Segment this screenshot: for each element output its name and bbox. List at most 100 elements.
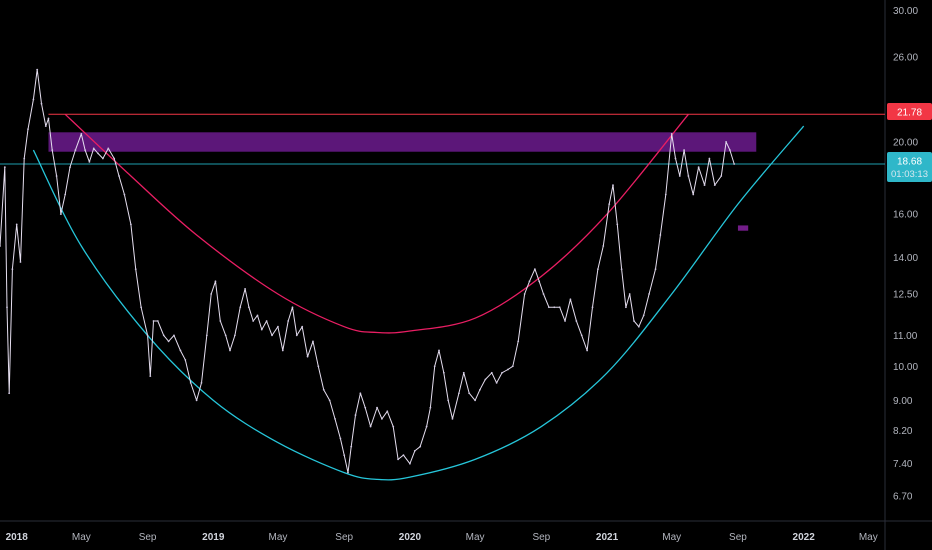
price-point <box>628 293 631 295</box>
price-point <box>44 125 47 127</box>
x-tick-label: 2021 <box>596 532 619 543</box>
price-point <box>15 223 18 226</box>
price-point <box>317 365 320 368</box>
price-point <box>597 268 599 271</box>
price-point <box>271 334 273 337</box>
price-point <box>152 320 155 322</box>
price-point <box>468 392 471 395</box>
price-point <box>728 149 731 151</box>
x-tick-label: 2018 <box>6 532 29 543</box>
y-tick-label: 9.00 <box>893 396 913 407</box>
price-point <box>616 223 619 226</box>
price-point <box>149 375 152 378</box>
price-point <box>586 349 589 352</box>
price-point <box>642 314 645 317</box>
price-point <box>479 388 481 391</box>
price-point <box>637 325 640 328</box>
resistance-price-label: 21.78 <box>897 108 922 119</box>
price-point <box>725 140 727 143</box>
price-point <box>92 147 95 150</box>
price-point <box>507 368 509 371</box>
price-point <box>11 268 14 271</box>
price-point <box>265 320 268 322</box>
price-point <box>40 102 43 105</box>
x-tick-label: May <box>268 532 287 543</box>
price-point <box>277 325 279 328</box>
price-point <box>397 458 399 461</box>
y-tick-label: 11.00 <box>893 331 918 342</box>
x-tick-label: Sep <box>139 532 157 543</box>
price-point <box>654 268 657 271</box>
price-point <box>287 320 290 322</box>
price-point <box>69 166 71 169</box>
price-point <box>354 414 357 416</box>
price-point <box>674 157 677 160</box>
price-point <box>295 334 298 337</box>
price-point <box>713 184 716 186</box>
y-tick-label: 8.20 <box>893 426 913 437</box>
price-point <box>200 381 203 384</box>
price-point <box>3 166 6 169</box>
price-point <box>708 157 711 160</box>
x-tick-label: May <box>662 532 681 543</box>
price-point <box>670 132 673 135</box>
x-tick-label: May <box>859 532 878 543</box>
price-point <box>59 213 62 216</box>
price-point <box>458 392 460 395</box>
price-point <box>451 417 454 420</box>
price-point <box>301 325 304 328</box>
price-badges: 21.78 18.68 01:03:13 <box>887 103 932 182</box>
x-tick-label: Sep <box>729 532 747 543</box>
price-point <box>247 306 250 309</box>
price-point <box>205 334 208 337</box>
price-point <box>511 365 514 368</box>
price-point <box>8 392 11 395</box>
price-point <box>517 340 520 343</box>
price-point <box>189 381 192 384</box>
price-point <box>343 454 346 456</box>
x-tick-label: 2020 <box>399 532 422 543</box>
price-point <box>523 293 526 295</box>
price-point <box>687 175 690 177</box>
price-point <box>381 417 383 420</box>
price-point <box>195 399 198 402</box>
price-point <box>648 293 650 295</box>
price-point <box>27 128 29 131</box>
x-tick-label: 2022 <box>793 532 816 543</box>
price-point <box>633 320 635 322</box>
price-series <box>0 68 736 474</box>
resistance-zone <box>48 132 757 152</box>
price-point <box>553 306 556 309</box>
y-tick-label: 26.00 <box>893 52 918 63</box>
price-point <box>350 445 353 448</box>
price-point <box>386 410 389 413</box>
price-point <box>392 425 395 428</box>
price-point <box>146 334 149 337</box>
price-point <box>575 320 578 322</box>
price-point <box>558 306 561 309</box>
price-point <box>107 147 110 150</box>
price-point <box>19 261 22 263</box>
marker-box <box>737 225 749 231</box>
zone-layer <box>48 132 757 231</box>
price-point <box>538 280 541 283</box>
y-axis[interactable]: 30.00 26.00 20.00 16.00 14.00 12.50 11.00 10.00… <box>893 6 918 502</box>
price-point <box>167 340 170 343</box>
x-axis[interactable]: 2018 May Sep 2019 May Sep 2020 May Sep 2021 May Sep… <box>6 532 878 543</box>
price-point <box>244 287 246 290</box>
price-point <box>683 149 685 151</box>
price-point <box>419 445 422 448</box>
price-point <box>281 349 284 352</box>
price-point <box>233 334 236 337</box>
price-point <box>64 193 67 196</box>
price-point <box>347 471 349 474</box>
price-point <box>80 132 83 135</box>
price-point <box>697 166 700 169</box>
price-point <box>720 175 723 177</box>
price-point <box>36 68 39 71</box>
price-point <box>580 334 583 337</box>
price-point <box>113 157 116 160</box>
